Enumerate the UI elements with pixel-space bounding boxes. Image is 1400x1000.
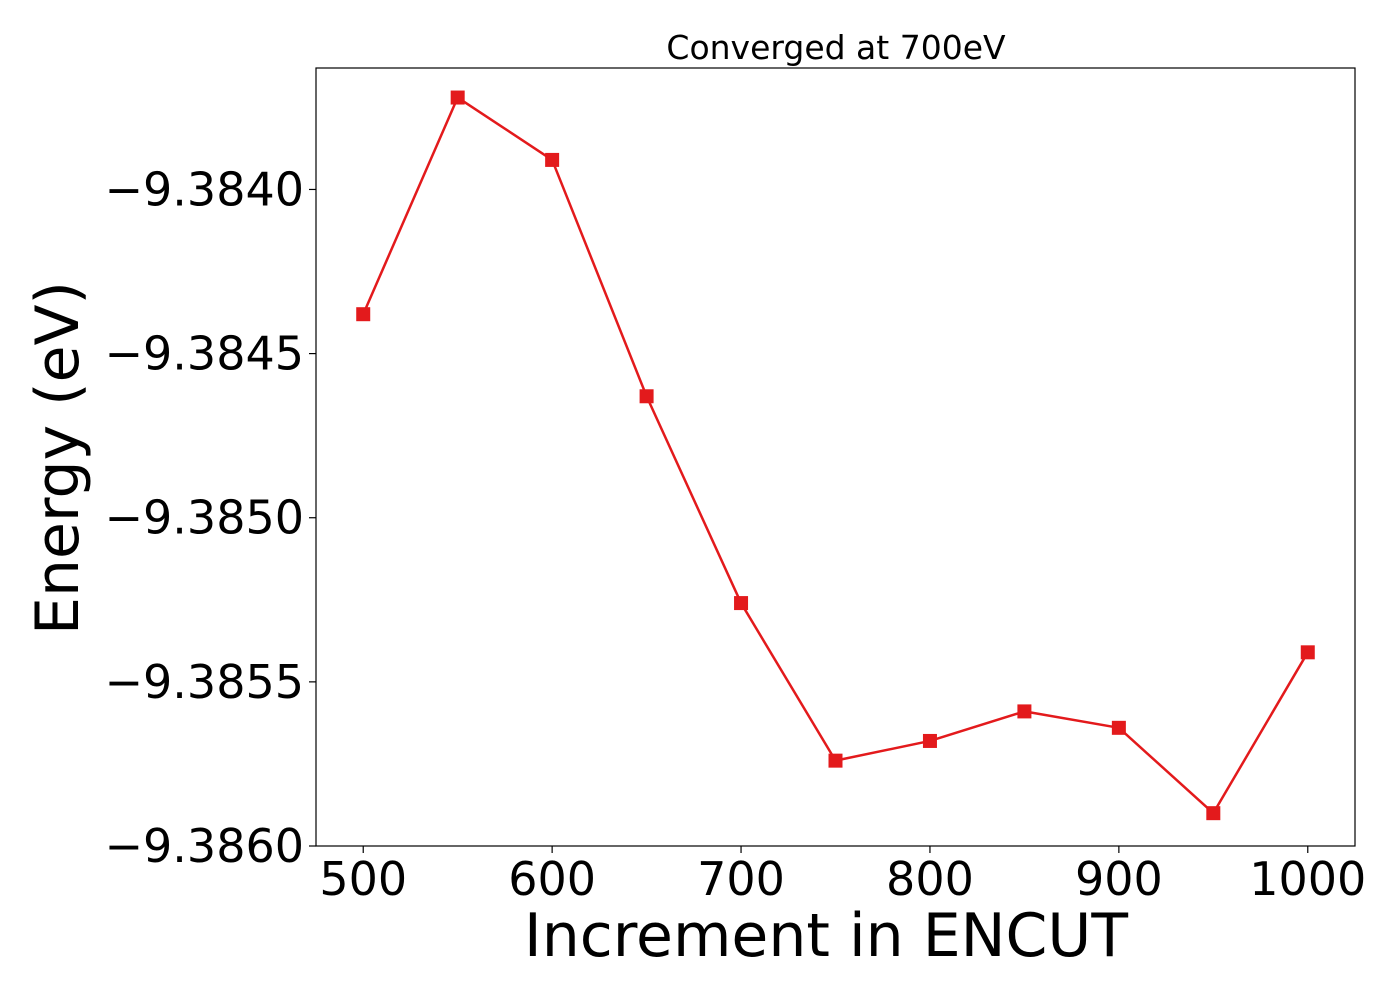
x-tick-label: 800: [886, 852, 974, 906]
x-tick-label: 600: [508, 852, 596, 906]
x-tick-label: 500: [319, 852, 407, 906]
data-point-marker: [545, 152, 560, 167]
y-tick-label: −9.3850: [105, 491, 305, 545]
chart-title: Converged at 700eV: [666, 28, 1006, 67]
data-point-marker: [922, 733, 937, 748]
x-axis: 500 600 700 800 900 1000: [319, 846, 1366, 906]
data-point-marker: [639, 389, 654, 404]
x-axis-title: Increment in ENCUT: [524, 901, 1128, 971]
y-tick-label: −9.3840: [105, 162, 305, 216]
plot-area-frame: [315, 67, 1356, 847]
data-point-marker: [1017, 704, 1032, 719]
data-point-marker: [828, 753, 843, 768]
x-tick-label: 700: [697, 852, 785, 906]
x-tick-label: 1000: [1249, 852, 1366, 906]
y-axis-title: Energy (eV): [23, 281, 93, 635]
data-point-marker: [734, 596, 749, 611]
x-tick-label: 900: [1075, 852, 1163, 906]
data-point-marker: [356, 307, 371, 322]
data-point-marker: [1111, 720, 1126, 735]
y-axis: −9.3840 −9.3845 −9.3850 −9.3855 −9.3860: [105, 162, 316, 873]
data-point-marker: [1206, 806, 1221, 821]
data-point-marker: [1300, 645, 1315, 660]
y-tick-label: −9.3855: [105, 655, 305, 709]
series-line: [362, 96, 1309, 815]
data-point-marker: [450, 90, 465, 105]
series-layer: [356, 90, 1315, 821]
y-tick-label: −9.3860: [105, 819, 305, 873]
y-tick-label: −9.3845: [105, 327, 305, 381]
